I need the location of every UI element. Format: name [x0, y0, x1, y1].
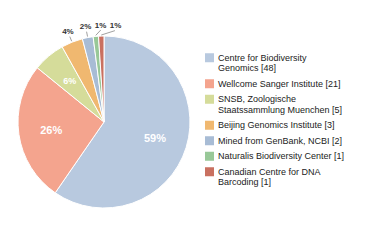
legend-swatch	[205, 53, 214, 62]
data-label: 59%	[144, 132, 166, 144]
legend-entry: Beijing Genomics Institute [3]	[218, 120, 335, 130]
data-label: 4%	[62, 27, 74, 36]
legend-entry: Naturalis Biodiversity Center [1]	[218, 151, 344, 161]
pie-slice	[99, 36, 104, 122]
legend-swatch	[205, 167, 214, 176]
leader-line	[101, 31, 115, 35]
data-label: 2%	[80, 22, 92, 31]
data-label: 6%	[63, 76, 76, 86]
pie-slice	[93, 36, 104, 122]
legend-entry: Wellcome Sanger Institute [21]	[218, 79, 340, 89]
slices	[18, 36, 190, 208]
leader-line	[70, 37, 72, 42]
chart: 59%26%6%4%2%1%1%Centre for BiodiversityG…	[0, 0, 380, 240]
data-label: 1%	[110, 21, 122, 30]
legend-swatch	[205, 95, 214, 104]
legend-entry: Canadian Centre for DNABarcoding [1]	[218, 167, 321, 188]
legend-entry: SNSB, ZoologischeStaatssammlung Muenchen…	[218, 94, 342, 115]
legend-entry: Centre for BiodiversityGenomics [48]	[218, 53, 307, 74]
legend-entry: Mined from GenBank, NCBI [2]	[218, 136, 342, 146]
data-label: 26%	[40, 124, 62, 136]
legend-swatch	[205, 136, 214, 145]
leader-line	[96, 30, 101, 35]
legend: Centre for BiodiversityGenomics [48] Well…	[205, 53, 344, 188]
legend-swatch	[205, 152, 214, 161]
legend-swatch	[205, 79, 214, 88]
data-labels: 59%26%6%4%2%1%1%	[40, 21, 166, 144]
leader-line	[86, 32, 88, 37]
legend-swatch	[205, 121, 214, 130]
data-label: 1%	[95, 21, 107, 30]
pie-slice	[82, 37, 104, 122]
